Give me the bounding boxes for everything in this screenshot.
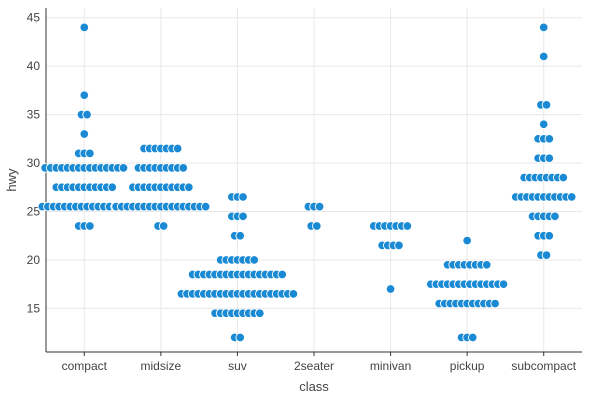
data-point-subcompact [539, 120, 548, 129]
y-tick-label: 30 [27, 156, 41, 170]
data-point-suv [239, 212, 248, 221]
data-point-subcompact [567, 193, 576, 202]
data-point-suv [236, 231, 245, 240]
data-points [38, 23, 576, 342]
y-tick-label: 45 [27, 11, 41, 25]
y-tick-label: 40 [27, 59, 41, 73]
data-point-subcompact [545, 231, 554, 240]
x-tick-label-midsize: midsize [141, 359, 182, 373]
data-point-pickup [482, 260, 491, 269]
data-point-compact [80, 130, 89, 139]
y-axis-title: hwy [4, 168, 19, 192]
data-point-midsize [179, 164, 188, 173]
data-point-midsize [185, 183, 194, 192]
data-point-subcompact [545, 135, 554, 144]
x-tick-label-subcompact: subcompact [511, 359, 576, 373]
data-point-minivan [403, 222, 412, 231]
data-point-minivan [395, 241, 404, 250]
x-tick-label-compact: compact [62, 359, 108, 373]
data-point-subcompact [539, 23, 548, 32]
data-point-suv [239, 193, 248, 202]
data-point-subcompact [542, 101, 551, 110]
y-tick-label: 15 [27, 301, 41, 315]
data-point-suv [278, 270, 287, 279]
y-tick-label: 35 [27, 108, 41, 122]
data-point-midsize [159, 222, 168, 231]
data-point-suv [236, 333, 245, 342]
data-point-compact [86, 222, 95, 231]
data-point-compact [119, 164, 128, 173]
x-tick-label-2seater: 2seater [294, 359, 334, 373]
data-point-suv [289, 290, 298, 299]
x-tick-label-pickup: pickup [450, 359, 485, 373]
x-tick-label-minivan: minivan [370, 359, 411, 373]
data-point-subcompact [551, 212, 560, 221]
data-point-subcompact [559, 173, 568, 182]
data-point-suv [256, 309, 265, 318]
data-point-pickup [499, 280, 508, 289]
x-tick-labels: compact midsize suv 2seater minivan pickup sub… [62, 352, 577, 373]
data-point-midsize [173, 144, 182, 153]
data-point-minivan [386, 285, 395, 294]
data-point-compact [80, 23, 89, 32]
data-point-pickup [491, 299, 500, 308]
data-point-compact [83, 110, 92, 119]
x-axis-title: class [299, 379, 329, 394]
data-point-subcompact [545, 154, 554, 163]
data-point-compact [86, 149, 95, 158]
data-point-pickup [468, 333, 477, 342]
data-point-midsize [201, 202, 210, 211]
grid-lines [46, 8, 582, 352]
data-point-2seater [315, 202, 324, 211]
data-point-suv [250, 256, 259, 265]
data-point-subcompact [542, 251, 551, 260]
y-tick-label: 20 [27, 253, 41, 267]
data-point-2seater [313, 222, 322, 231]
data-point-compact [108, 183, 117, 192]
data-point-compact [80, 91, 89, 100]
data-point-subcompact [539, 52, 548, 61]
data-point-pickup [463, 236, 472, 245]
x-tick-label-suv: suv [228, 359, 247, 373]
